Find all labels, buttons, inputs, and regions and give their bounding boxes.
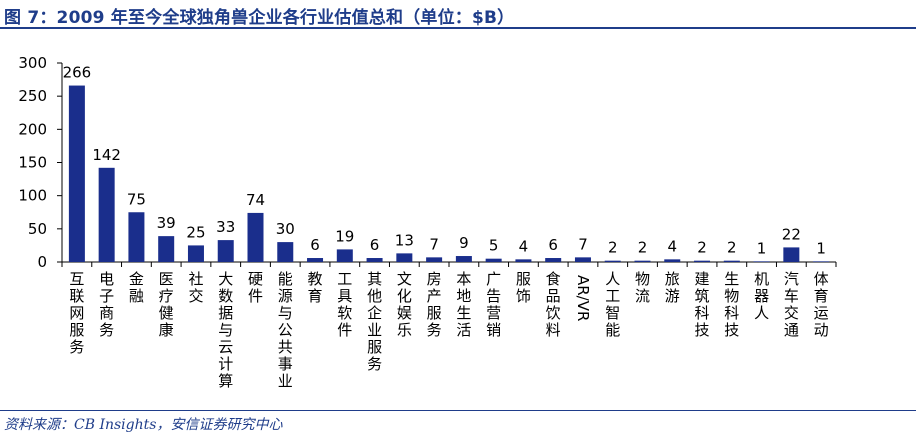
bar: [694, 260, 711, 262]
bar: [515, 259, 532, 262]
category-label: AR/VR: [574, 275, 592, 321]
bar: [217, 240, 234, 262]
category-label: 旅游: [665, 270, 680, 305]
data-label: 2: [608, 239, 618, 257]
category-label: 体育运动: [814, 270, 829, 339]
bar: [813, 261, 830, 262]
y-tick-label: 150: [18, 154, 47, 172]
bar: [634, 260, 651, 262]
data-label: 13: [395, 231, 414, 249]
bar: [664, 259, 681, 262]
data-label: 7: [429, 235, 439, 253]
bar: [68, 85, 85, 262]
bar-series: [68, 85, 830, 262]
bar: [98, 167, 115, 262]
data-label: 7: [578, 235, 588, 253]
data-label: 75: [127, 190, 146, 208]
category-label: 服饰: [516, 270, 531, 305]
bar: [604, 260, 621, 262]
bar: [753, 261, 770, 262]
y-tick-label: 0: [37, 253, 47, 271]
category-label: 电子商务: [99, 270, 114, 339]
category-label: 本地生活: [456, 270, 471, 339]
category-labels: 互联网服务电子商务金融医疗健康社交大数据与云计算硬件能源与公共事业教育工具软件其…: [69, 270, 828, 390]
data-label: 6: [548, 236, 558, 254]
category-label: 教育: [308, 270, 323, 305]
data-label: 1: [816, 239, 826, 257]
bar: [723, 260, 740, 262]
data-label: 30: [276, 220, 295, 238]
category-label: 工具软件: [337, 270, 352, 339]
data-label: 2: [638, 239, 648, 257]
y-tick-label: 300: [18, 54, 47, 72]
bar: [396, 253, 413, 262]
bar: [128, 212, 145, 262]
y-tick-label: 200: [18, 120, 47, 138]
category-label: 物流: [635, 270, 650, 305]
category-label: 硬件: [248, 270, 263, 305]
data-label: 74: [246, 191, 265, 209]
category-label: 生物科技: [724, 270, 739, 339]
source-note: 资料来源：CB Insights，安信证券研究中心: [4, 417, 283, 433]
category-label: 广告营销: [486, 270, 501, 339]
bar: [366, 258, 383, 262]
data-label: 266: [63, 64, 92, 82]
data-label: 2: [697, 239, 707, 257]
data-label: 9: [459, 234, 469, 252]
source-rule: [0, 410, 916, 411]
data-label: 39: [157, 214, 176, 232]
data-label: 6: [310, 236, 320, 254]
data-label: 5: [489, 237, 499, 255]
category-label: 文化娱乐: [397, 270, 412, 339]
bar: [426, 257, 443, 262]
data-label: 4: [519, 237, 529, 255]
bar: [485, 258, 502, 262]
category-label: 金融: [129, 270, 144, 305]
category-label: 建筑科技: [695, 270, 710, 339]
y-tick-label: 100: [18, 187, 47, 205]
bar: [247, 212, 264, 262]
bar: [574, 257, 591, 262]
category-label: 医疗健康: [159, 270, 174, 339]
data-label: 19: [335, 227, 354, 245]
bar: [783, 247, 800, 262]
category-label: 能源与公共事业: [278, 270, 293, 390]
data-label: 22: [782, 225, 801, 243]
data-label: 4: [667, 237, 677, 255]
category-label: 社交: [188, 270, 203, 305]
bar: [336, 249, 353, 262]
y-axis: 0 50 100 150 200 250 300: [18, 54, 63, 271]
category-label: 汽车交通: [784, 270, 799, 339]
bar: [187, 245, 204, 262]
category-label: 互联网服务: [69, 270, 84, 356]
category-label: 食品饮料: [546, 270, 561, 339]
bar: [158, 236, 175, 262]
category-label: 其他企业服务: [367, 270, 382, 373]
y-tick-label: 50: [28, 220, 47, 238]
data-label: 142: [92, 146, 121, 164]
bar: [545, 258, 562, 262]
x-axis: [61, 261, 837, 267]
category-label: 人工智能: [605, 270, 620, 339]
figure-title: 图 7：2009 年至今全球独角兽企业各行业估值总和（单位：$B）: [4, 8, 515, 28]
category-label: 大数据与云计算: [218, 270, 233, 390]
category-label: 机器人: [754, 270, 769, 322]
bar: [307, 258, 324, 262]
title-rule: [0, 27, 916, 29]
y-tick-label: 250: [18, 87, 47, 105]
data-label: 33: [216, 218, 235, 236]
data-label: 6: [370, 236, 380, 254]
data-label: 2: [727, 239, 737, 257]
bar: [455, 256, 472, 262]
category-label: 房产服务: [427, 270, 442, 339]
data-label: 25: [186, 223, 205, 241]
data-label: 1: [757, 239, 767, 257]
bar: [277, 242, 294, 262]
